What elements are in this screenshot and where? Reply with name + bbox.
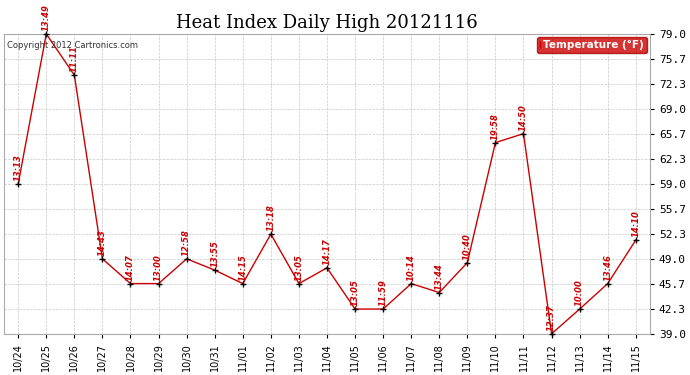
Title: Heat Index Daily High 20121116: Heat Index Daily High 20121116 xyxy=(176,14,478,32)
Text: 11:59: 11:59 xyxy=(379,279,388,306)
Text: 12:58: 12:58 xyxy=(182,229,191,256)
Text: 13:46: 13:46 xyxy=(603,254,612,280)
Text: 13:49: 13:49 xyxy=(42,4,51,31)
Text: 13:05: 13:05 xyxy=(351,279,359,306)
Text: 14:50: 14:50 xyxy=(519,104,528,130)
Text: 19:58: 19:58 xyxy=(491,113,500,140)
Text: Copyright 2012 Cartronics.com: Copyright 2012 Cartronics.com xyxy=(8,41,139,50)
Text: 13:18: 13:18 xyxy=(266,204,275,231)
Text: 14:15: 14:15 xyxy=(238,254,247,280)
Text: 14:10: 14:10 xyxy=(631,210,640,237)
Text: 10:14: 10:14 xyxy=(406,254,415,280)
Text: 13:44: 13:44 xyxy=(435,263,444,290)
Text: 14:07: 14:07 xyxy=(126,254,135,280)
Text: 13:55: 13:55 xyxy=(210,240,219,267)
Text: 14:17: 14:17 xyxy=(322,238,331,265)
Text: 13:00: 13:00 xyxy=(154,254,163,280)
Text: 13:05: 13:05 xyxy=(295,254,304,280)
Legend: Temperature (°F): Temperature (°F) xyxy=(537,37,647,53)
Text: 11:11: 11:11 xyxy=(70,45,79,72)
Text: 10:40: 10:40 xyxy=(463,233,472,260)
Text: 12:37: 12:37 xyxy=(547,304,556,331)
Text: 13:13: 13:13 xyxy=(14,154,23,181)
Text: 14:43: 14:43 xyxy=(98,229,107,256)
Text: 10:00: 10:00 xyxy=(575,279,584,306)
